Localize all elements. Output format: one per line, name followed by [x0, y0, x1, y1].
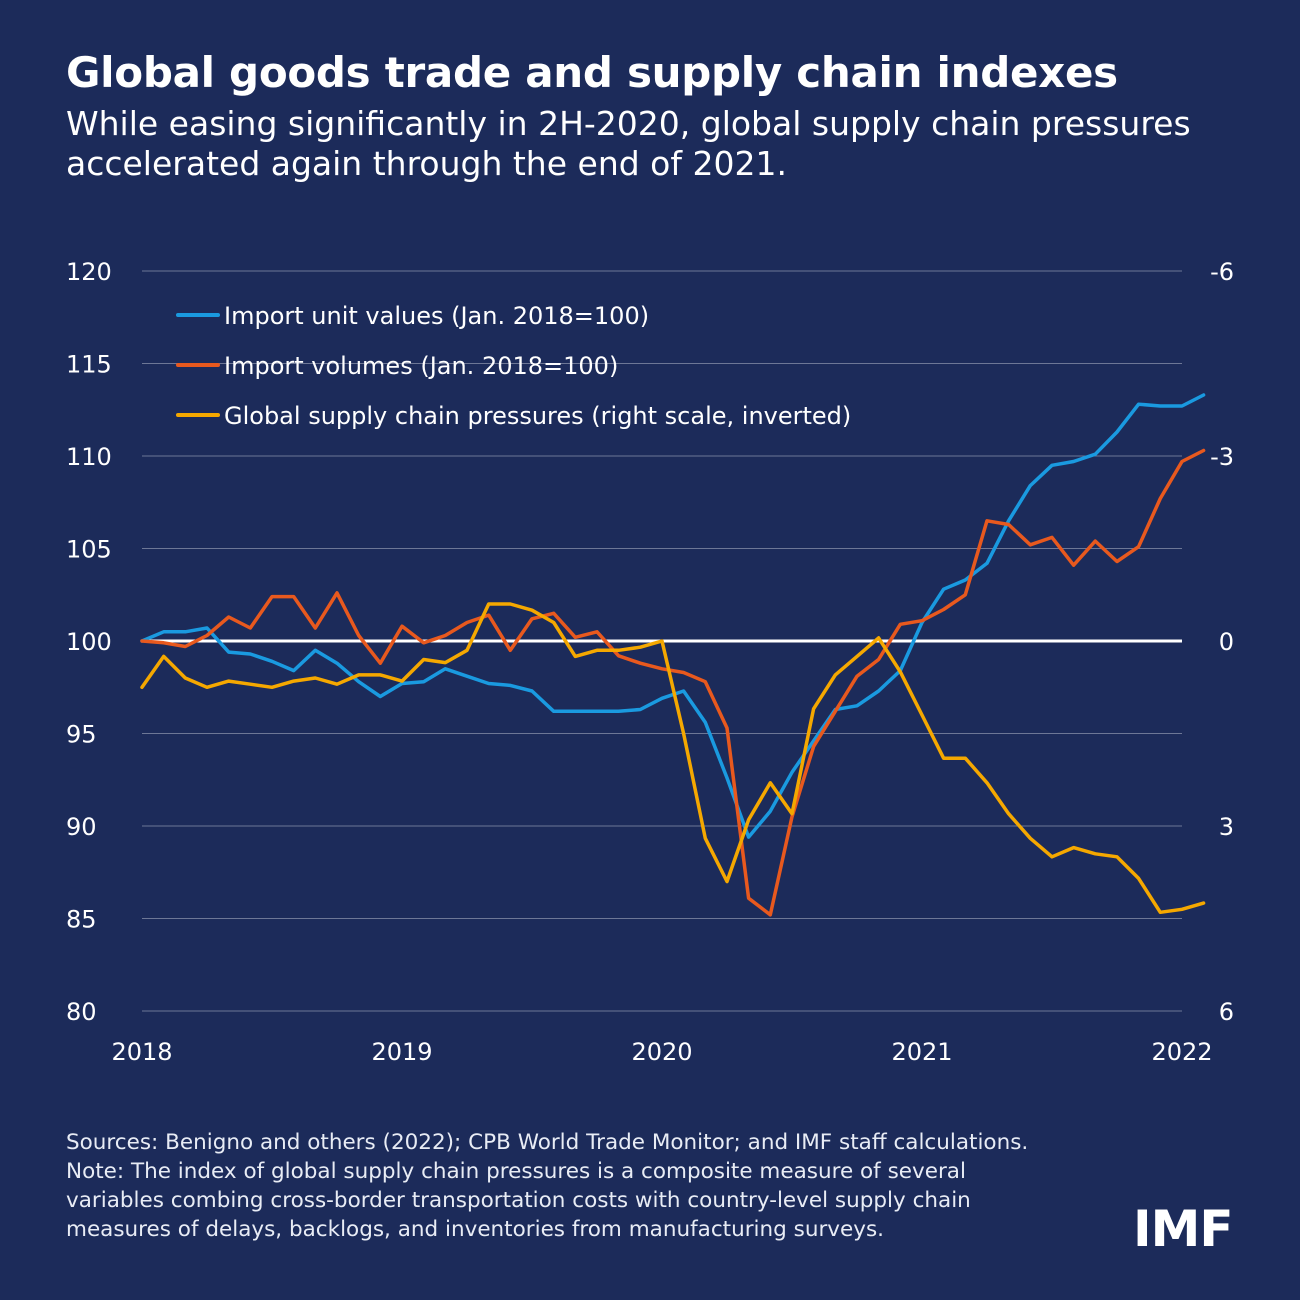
series-line-1: [140, 393, 1206, 839]
right-tick-label: 3: [1219, 813, 1234, 841]
chart-title: Global goods trade and supply chain inde…: [66, 48, 1118, 97]
x-tick-label: 2021: [891, 1038, 952, 1066]
note-line-2: variables combing cross-border transport…: [66, 1188, 971, 1213]
note-line-3: measures of delays, backlogs, and invent…: [66, 1217, 884, 1242]
left-tick-label: 90: [66, 813, 97, 841]
left-tick-label: 100: [66, 628, 112, 656]
legend-label: Global supply chain pressures (right sca…: [224, 402, 851, 430]
x-tick-label: 2022: [1151, 1038, 1212, 1066]
note-line-1: Note: The index of global supply chain p…: [66, 1159, 966, 1184]
series-line-3: [140, 602, 1206, 915]
chart-subtitle: While easing significantly in 2H-2020, g…: [66, 104, 1191, 183]
chart-notes: Sources: Benigno and others (2022); CPB …: [66, 1128, 1146, 1244]
left-tick-label: 110: [66, 443, 112, 471]
right-tick-label: 6: [1219, 998, 1234, 1026]
legend-label: Import volumes (Jan. 2018=100): [224, 352, 618, 380]
sources-text: Sources: Benigno and others (2022); CPB …: [66, 1130, 1029, 1155]
x-tick-label: 2019: [371, 1038, 432, 1066]
left-tick-label: 85: [66, 906, 97, 934]
series-line-2: [140, 448, 1206, 917]
right-tick-label: -3: [1210, 443, 1234, 471]
right-tick-label: -6: [1210, 258, 1234, 286]
left-axis-ticks: 120 115 110 105 100 95 90 85 80: [66, 258, 112, 1026]
left-tick-label: 95: [66, 721, 97, 749]
left-tick-label: 115: [66, 351, 112, 379]
imf-logo: IMF: [1133, 1200, 1234, 1258]
left-tick-label: 80: [66, 998, 97, 1026]
left-tick-label: 105: [66, 536, 112, 564]
line-chart: 120 115 110 105 100 95 90 85 80 -6 -3 0 3 6 2018 2019…: [66, 258, 1234, 1066]
x-axis-ticks: 2018 2019 2020 2021 2022: [111, 1038, 1212, 1066]
x-tick-label: 2018: [111, 1038, 172, 1066]
left-tick-label: 120: [66, 258, 112, 286]
legend: Import unit values (Jan. 2018=100) Import…: [176, 302, 851, 430]
legend-label: Import unit values (Jan. 2018=100): [224, 302, 649, 330]
right-axis-ticks: -6 -3 0 3 6: [1210, 258, 1234, 1026]
x-tick-label: 2020: [631, 1038, 692, 1066]
right-tick-label: 0: [1219, 628, 1234, 656]
series-lines: [140, 393, 1206, 917]
